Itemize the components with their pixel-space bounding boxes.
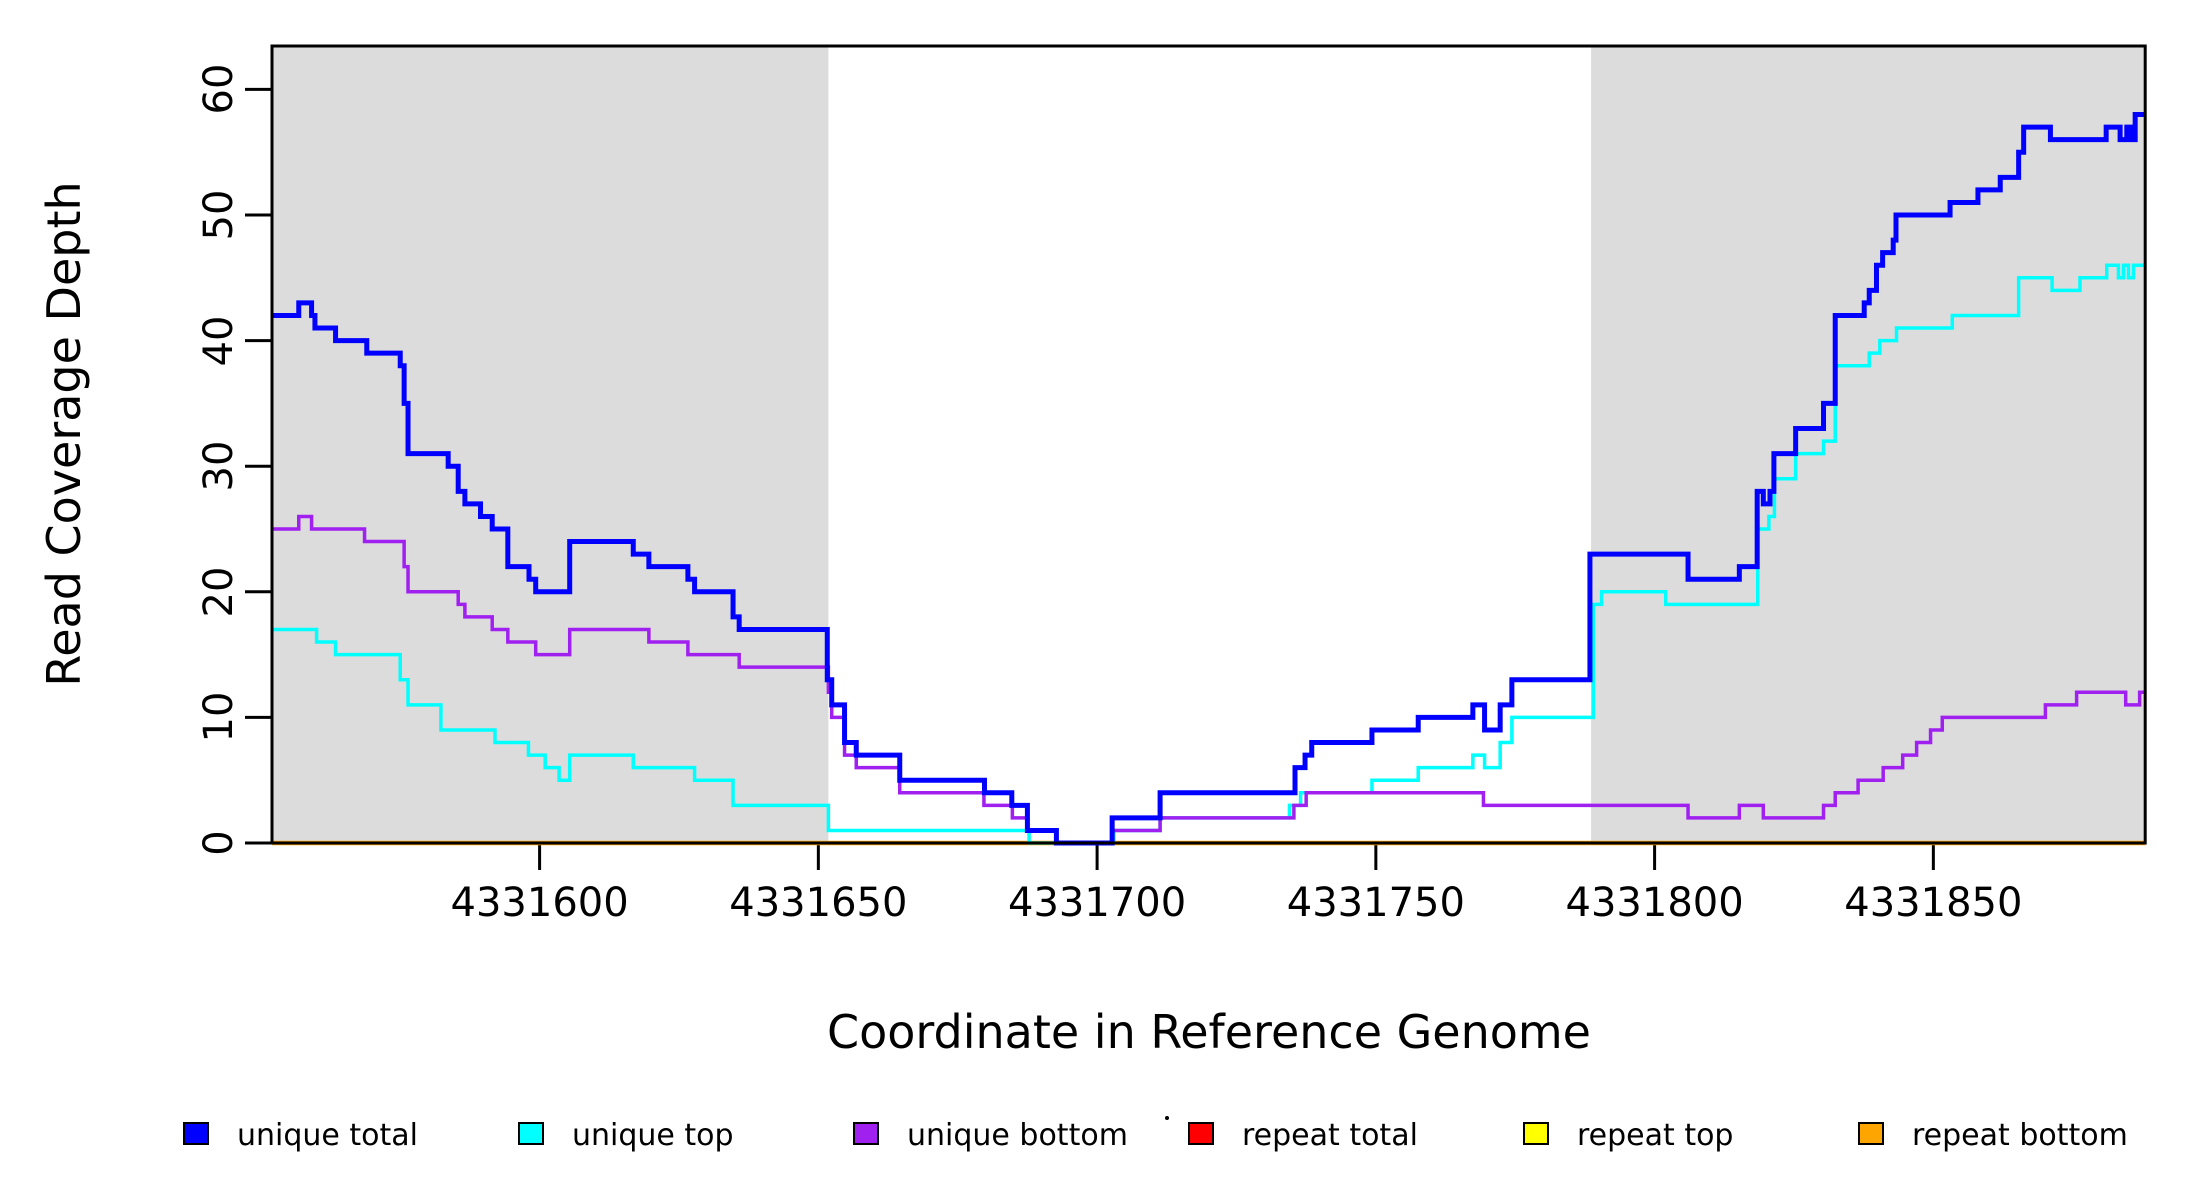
y-tick-label-20: 20 [196,566,242,618]
x-tick-label-4331650: 4331650 [729,880,908,926]
x-tick-label-4331850: 4331850 [1844,880,2023,926]
x-axis-title: Coordinate in Reference Genome [827,1005,1591,1059]
legend-swatch-icon [1858,1122,1884,1145]
plot-box [270,44,2147,845]
legend-label: unique bottom [907,1118,1128,1153]
y-tick-label-60: 60 [196,63,242,115]
x-tick-label-4331750: 4331750 [1286,880,1465,926]
legend-swatch-icon [518,1122,544,1145]
x-tick-label-4331800: 4331800 [1565,880,1744,926]
legend-label: repeat top [1577,1118,1734,1153]
legend-label: unique total [237,1118,419,1153]
x-tick-label-4331600: 4331600 [450,880,629,926]
y-tick-label-30: 30 [196,440,242,492]
legend-label: unique top [572,1118,734,1153]
y-tick-label-50: 50 [196,189,242,241]
legend-swatch-icon [853,1122,879,1145]
legend-label: repeat total [1242,1118,1418,1153]
y-tick-label-10: 10 [196,691,242,743]
legend-swatch-icon [1188,1122,1214,1145]
shaded-region-0 [272,46,829,843]
x-tick-label-4331700: 4331700 [1008,880,1187,926]
y-axis-title: Read Coverage Depth [37,181,91,687]
shaded-region-1 [1591,46,2146,843]
legend-swatch-icon [183,1122,209,1145]
series-line-unique-top [272,263,2146,845]
legend-swatch-icon [1523,1122,1549,1145]
series-line-unique-total [272,112,2146,846]
legend-label: repeat bottom [1912,1118,2128,1153]
y-tick-label-0: 0 [196,830,242,856]
y-tick-label-40: 40 [196,315,242,367]
stray-mark [1165,1116,1169,1120]
